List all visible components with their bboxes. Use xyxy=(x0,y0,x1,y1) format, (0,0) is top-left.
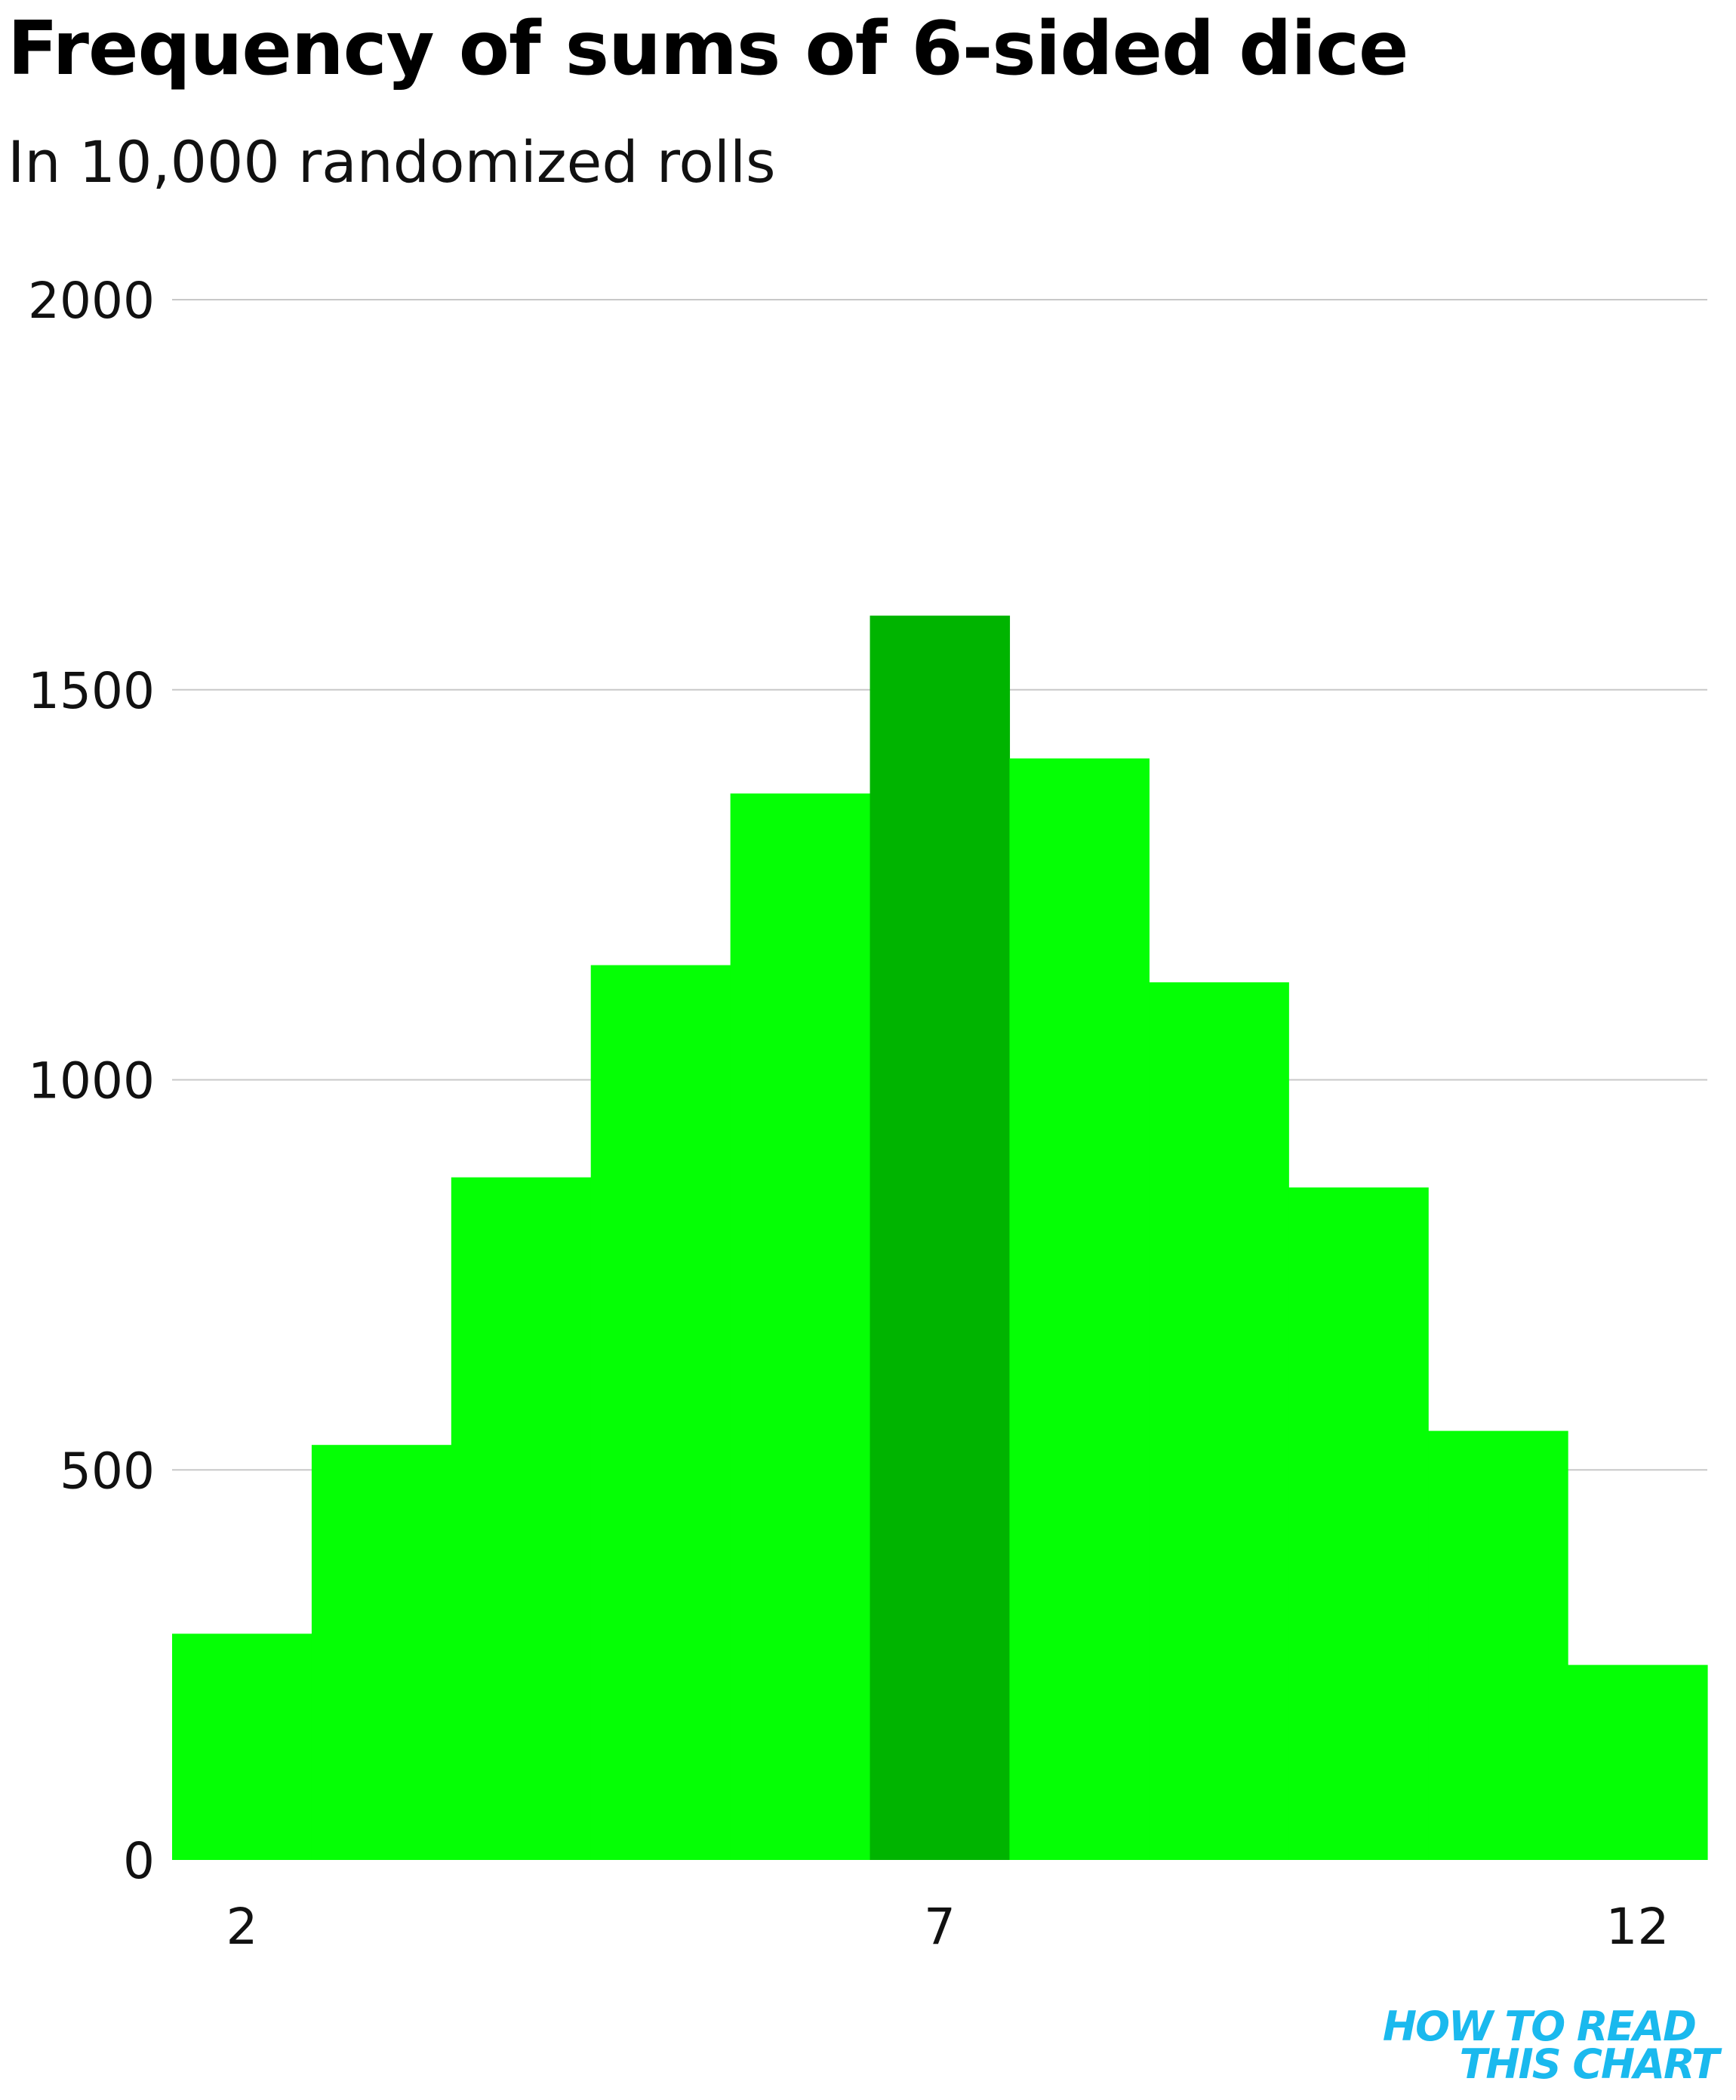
bar-sum-8 xyxy=(1009,758,1150,1860)
bar-sum-9 xyxy=(1149,982,1289,1860)
bar-sum-11 xyxy=(1428,1430,1568,1860)
bar-sum-7 xyxy=(870,615,1011,1860)
bar-sum-4 xyxy=(451,1177,592,1860)
chart-title: Frequency of sums of 6-sided dice xyxy=(8,6,1409,92)
x-tick-label: 12 xyxy=(1606,1898,1670,1956)
y-tick-label: 1500 xyxy=(28,662,155,720)
bars xyxy=(172,615,1708,1860)
bar-sum-12 xyxy=(1568,1664,1708,1860)
logo-line-2: THIS CHART xyxy=(1459,2040,1719,2088)
bar-sum-3 xyxy=(311,1445,452,1860)
y-axis-ticks: 0 500 1000 1500 2000 xyxy=(28,272,155,1890)
y-tick-label: 500 xyxy=(60,1442,155,1500)
how-to-read-this-chart-logo: HOW TO READ THIS CHART xyxy=(1382,2003,1719,2088)
y-tick-label: 2000 xyxy=(28,272,155,330)
y-tick-label: 0 xyxy=(123,1832,155,1890)
x-tick-label: 2 xyxy=(226,1898,257,1956)
x-tick-label: 7 xyxy=(924,1898,956,1956)
bar-sum-5 xyxy=(590,965,731,1860)
chart-subtitle: In 10,000 randomized rolls xyxy=(8,128,776,196)
bar-sum-2 xyxy=(172,1634,312,1860)
x-axis-ticks: 2 7 12 xyxy=(226,1898,1669,1956)
y-tick-label: 1000 xyxy=(28,1052,155,1110)
bar-sum-6 xyxy=(730,793,871,1860)
logo-line-1: HOW TO READ xyxy=(1382,2003,1697,2050)
bar-sum-10 xyxy=(1288,1187,1429,1860)
